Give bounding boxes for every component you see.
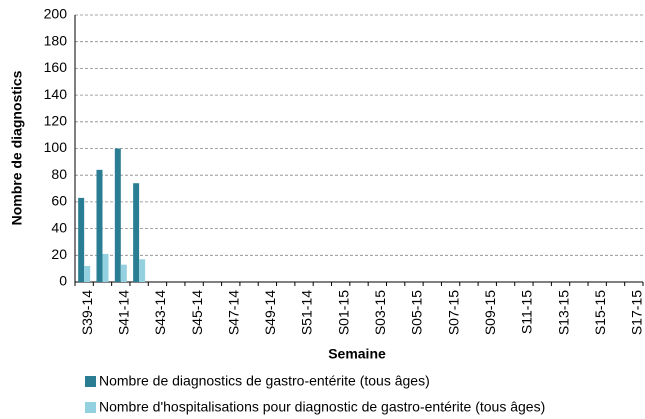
y-tick-label: 120: [44, 113, 68, 129]
x-tick-label: S51-14: [299, 290, 315, 335]
x-tick-label: S09-15: [482, 290, 498, 335]
x-axis-title: Semaine: [328, 346, 386, 362]
bar: [96, 169, 103, 282]
bar: [102, 253, 109, 282]
x-tick-label: S03-15: [372, 290, 388, 335]
bar: [120, 264, 127, 282]
x-tick-label: S17-15: [629, 290, 645, 335]
y-axis-title: Nombre de diagnostics: [9, 70, 25, 225]
y-tick-label: 20: [51, 246, 67, 262]
bar: [84, 265, 91, 282]
y-tick-label: 140: [44, 86, 68, 102]
x-tick-label: S05-15: [409, 290, 425, 335]
x-tick-label: S11-15: [519, 290, 535, 334]
legend-label: Nombre d'hospitalisations pour diagnosti…: [99, 399, 545, 415]
bar: [133, 183, 140, 282]
x-tick-label: S15-15: [592, 290, 608, 335]
y-tick-label: 40: [51, 219, 67, 235]
y-tick-label: 80: [51, 166, 67, 182]
x-tick-label: S07-15: [445, 290, 461, 335]
x-tick-label: S01-15: [335, 290, 351, 335]
y-tick-label: 100: [44, 139, 68, 155]
bar: [139, 259, 146, 282]
bar: [78, 197, 85, 282]
x-tick-label: S47-14: [225, 290, 241, 335]
x-tick-label: S49-14: [262, 290, 278, 335]
y-tick-label: 200: [44, 6, 68, 22]
y-tick-label: 180: [44, 32, 68, 48]
y-tick-label: 0: [59, 273, 67, 289]
x-tick-label: S41-14: [116, 290, 132, 335]
x-tick-label: S45-14: [189, 290, 205, 335]
x-tick-label: S13-15: [555, 290, 571, 335]
legend-swatch: [85, 376, 96, 387]
y-tick-label: 60: [51, 193, 67, 209]
y-tick-label: 160: [44, 59, 68, 75]
legend-label: Nombre de diagnostics de gastro-entérite…: [99, 373, 430, 389]
legend-swatch: [85, 402, 96, 413]
x-tick-label: S43-14: [152, 290, 168, 335]
bar: [114, 148, 121, 282]
x-tick-label: S39-14: [79, 290, 95, 335]
